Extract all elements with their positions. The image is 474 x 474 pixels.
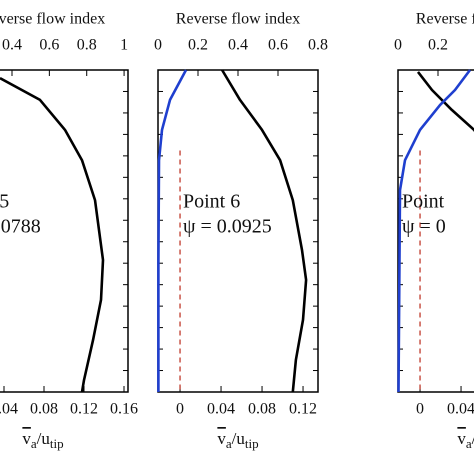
top-tick-label: 1 bbox=[120, 37, 128, 54]
annotation: ψ = 0.0788 bbox=[0, 216, 41, 238]
top-tick-label: 0.6 bbox=[268, 37, 288, 54]
bottom-tick-label: 0.08 bbox=[248, 401, 276, 418]
bottom-tick-label: 0.04 bbox=[0, 401, 18, 418]
x-axis-label-part: /u bbox=[37, 429, 51, 448]
panel: Reverse flow index 0 0.2 0.4 0.6 0.8 0 0.04 0.08… bbox=[154, 11, 328, 451]
annotation: ψ = 0.0925 bbox=[183, 216, 272, 238]
x-axis-label-part: tip bbox=[50, 436, 64, 451]
x-axis-label-part: v bbox=[457, 429, 466, 448]
panel: Reverse flow index 0.4 0.6 0.8 1 0.04 0.08 0.12… bbox=[0, 11, 138, 451]
x-axis-label: va/utip bbox=[22, 429, 63, 451]
bottom-tick-label: 0.04 bbox=[447, 401, 474, 418]
x-axis-label-part: tip bbox=[245, 436, 259, 451]
bottom-tick-label: 0 bbox=[416, 401, 424, 418]
annotation: Point 5 bbox=[0, 191, 9, 213]
panel-title: Reverse flow index bbox=[416, 11, 474, 28]
x-axis-label-part: a bbox=[226, 436, 232, 451]
x-axis-label-part: /u bbox=[232, 429, 246, 448]
x-axis-label-part: a bbox=[466, 436, 472, 451]
top-tick-label: 0.2 bbox=[428, 37, 448, 54]
curve bbox=[416, 71, 474, 133]
curve bbox=[397, 69, 472, 393]
plot-frame bbox=[0, 69, 129, 393]
curve bbox=[0, 76, 105, 393]
top-tick-label: 0.6 bbox=[39, 37, 59, 54]
bottom-tick-label: 0.12 bbox=[289, 401, 317, 418]
x-axis-label-part: /u bbox=[472, 429, 474, 448]
x-axis-label: va/utip bbox=[217, 429, 258, 451]
top-tick-label: 0.8 bbox=[308, 37, 328, 54]
top-tick-label: 0.8 bbox=[77, 37, 97, 54]
panel-title: Reverse flow index bbox=[0, 11, 105, 28]
panel: Reverse flow index 0 0.2 0 0.04 Point ψ = 0 va/… bbox=[394, 11, 474, 451]
x-axis-label-part: v bbox=[217, 429, 226, 448]
curve bbox=[157, 69, 188, 392]
top-tick-label: 0.4 bbox=[228, 37, 248, 54]
annotation: ψ = 0 bbox=[402, 216, 446, 238]
top-tick-label: 0.2 bbox=[188, 37, 208, 54]
bottom-tick-label: 0.08 bbox=[30, 401, 58, 418]
x-axis-label-part: a bbox=[31, 436, 37, 451]
top-tick-label: 0 bbox=[394, 37, 402, 54]
annotation: Point bbox=[402, 191, 445, 213]
top-tick-label: 0 bbox=[154, 37, 162, 54]
bottom-tick-label: 0.16 bbox=[110, 401, 138, 418]
curve bbox=[220, 69, 308, 393]
annotation: Point 6 bbox=[183, 191, 240, 213]
top-tick-label: 0.4 bbox=[2, 37, 22, 54]
bottom-tick-label: 0.04 bbox=[207, 401, 235, 418]
x-axis-label-part: v bbox=[22, 429, 31, 448]
bottom-tick-label: 0.12 bbox=[70, 401, 98, 418]
bottom-tick-label: 0 bbox=[176, 401, 184, 418]
panel-title: Reverse flow index bbox=[176, 11, 300, 28]
x-axis-label: va/utip bbox=[457, 429, 474, 451]
plot-frame bbox=[397, 69, 474, 393]
